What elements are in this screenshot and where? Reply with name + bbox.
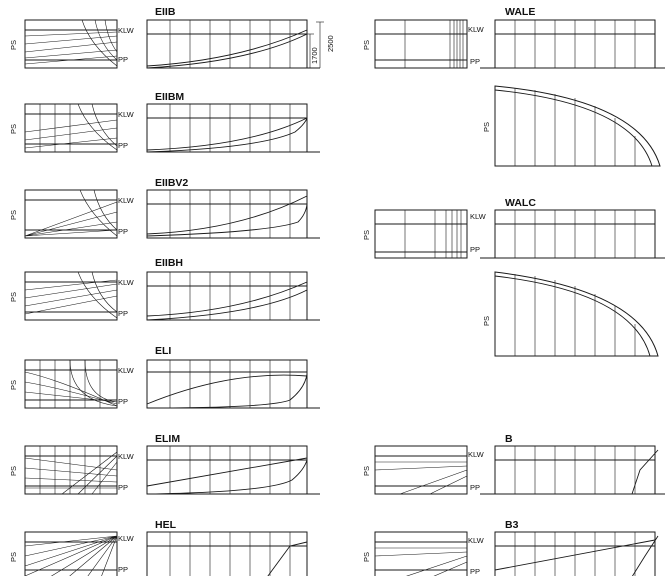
profile-eiib: EIIB KLW PP PS 2500 1700 (9, 6, 335, 69)
ps-label: PS (9, 292, 18, 302)
profile-view (480, 19, 665, 69)
ps-label: PS (362, 466, 371, 476)
ps-label: PS (9, 552, 18, 562)
plan-view (494, 271, 659, 357)
pp-label: PP (118, 565, 128, 574)
profile-view (146, 271, 320, 321)
pp-label: PP (470, 483, 480, 492)
ps-label: PS (9, 380, 18, 390)
profile-title: HEL (155, 519, 177, 531)
section-view (24, 103, 118, 153)
profile-title: EIIBV2 (155, 177, 188, 189)
profile-title: WALE (505, 6, 535, 18)
pp-label: PP (470, 245, 480, 254)
profile-elim: ELIM KLW PP PS (9, 433, 320, 495)
klw-label: KLW (118, 452, 135, 461)
klw-label: KLW (118, 110, 135, 119)
profile-view (146, 19, 320, 69)
profile-hel: HEL KLW PP PS (9, 519, 308, 576)
profile-b3: B3 KLW PP PS (362, 519, 659, 576)
pp-label: PP (118, 483, 128, 492)
profile-eli: ELI KLW PP PS (9, 345, 320, 409)
klw-label: KLW (118, 196, 135, 205)
section-view (24, 189, 118, 239)
profile-view (146, 531, 308, 576)
profile-view (480, 445, 665, 495)
dimension-lines (306, 21, 324, 68)
profile-view (480, 209, 665, 259)
klw-label: KLW (468, 25, 485, 34)
ps-label: PS (9, 210, 18, 220)
klw-label: KLW (470, 212, 487, 221)
profile-title: B3 (505, 519, 519, 531)
profile-view (494, 531, 659, 576)
ps-label: PS (362, 230, 371, 240)
ps-label: PS (362, 40, 371, 50)
profile-view (146, 445, 320, 495)
profile-title: B (505, 433, 513, 445)
profile-title: ELI (155, 345, 171, 357)
ps-label: PS (9, 40, 18, 50)
profile-title: ELIM (155, 433, 180, 445)
section-view (24, 19, 118, 69)
pp-label: PP (118, 397, 128, 406)
plan-view (494, 85, 661, 167)
profile-eiibh: EIIBH KLW PP PS (9, 257, 320, 321)
profile-b: B KLW PP PS (362, 433, 665, 495)
section-view (24, 445, 118, 495)
profile-walc: WALC KLW PP PS PS (362, 197, 665, 357)
profile-view (146, 103, 320, 153)
profile-title: EIIBH (155, 257, 183, 269)
profile-view (146, 359, 320, 409)
ps-label: PS (9, 466, 18, 476)
pp-label: PP (118, 309, 128, 318)
ps-label: PS (362, 552, 371, 562)
profile-title: EIIBM (155, 91, 184, 103)
profile-title: WALC (505, 197, 536, 209)
klw-label: KLW (468, 450, 485, 459)
pp-label: PP (470, 57, 480, 66)
ps-label: PS (482, 122, 491, 132)
section-view (374, 445, 468, 495)
dimension-outer: 2500 (326, 35, 335, 52)
pp-label: PP (118, 141, 128, 150)
profile-title: EIIB (155, 6, 176, 18)
klw-label: KLW (118, 534, 135, 543)
ps-label: PS (9, 124, 18, 134)
klw-label: KLW (118, 366, 135, 375)
profile-wale: WALE KLW PP PS PS (362, 6, 665, 167)
profile-view (146, 189, 320, 239)
klw-label: KLW (468, 536, 485, 545)
pp-label: PP (118, 227, 128, 236)
section-view (24, 359, 118, 409)
klw-label: KLW (118, 26, 135, 35)
section-view (374, 531, 468, 576)
section-view (374, 209, 468, 259)
section-view (24, 271, 118, 321)
section-view (374, 19, 468, 69)
ps-label: PS (482, 316, 491, 326)
pp-label: PP (118, 55, 128, 64)
klw-label: KLW (118, 278, 135, 287)
profile-eiibv2: EIIBV2 KLW PP PS (9, 177, 320, 239)
pp-label: PP (470, 567, 480, 576)
profile-eiibm: EIIBM KLW PP PS (9, 91, 320, 153)
dimension-inner: 1700 (310, 47, 319, 64)
section-view (24, 531, 118, 576)
